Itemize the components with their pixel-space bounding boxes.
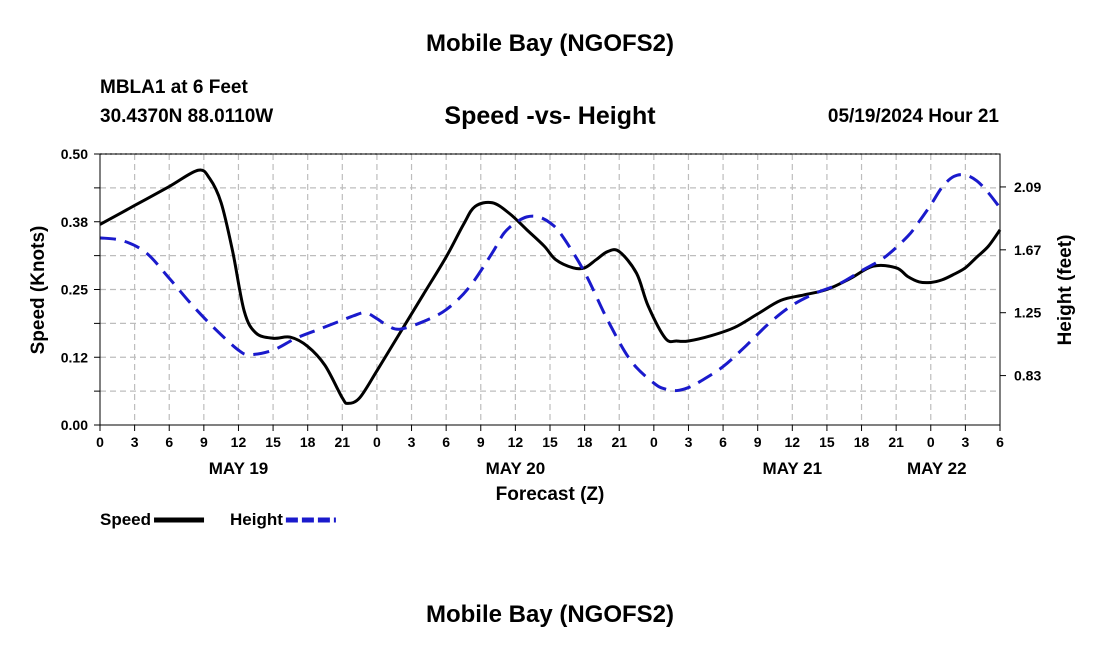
footer-title: Mobile Bay (NGOFS2) bbox=[425, 601, 675, 628]
y-axis-label-left: Speed (Knots) bbox=[28, 226, 49, 355]
y-left-tick-label: 0.25 bbox=[61, 282, 88, 298]
x-tick-label: 6 bbox=[719, 434, 727, 450]
x-tick-label: 18 bbox=[300, 434, 316, 450]
date-label: MAY 19 bbox=[209, 459, 269, 478]
x-tick-label: 15 bbox=[819, 434, 835, 450]
x-tick-label: 18 bbox=[577, 434, 593, 450]
x-tick-label: 0 bbox=[96, 434, 104, 450]
x-axis-label: Forecast (Z) bbox=[496, 484, 605, 505]
date-label: MAY 22 bbox=[907, 459, 967, 478]
legend-label-height: Height bbox=[230, 510, 283, 529]
x-tick-label: 9 bbox=[477, 434, 485, 450]
station-label: MBLA1 at 6 Feet bbox=[100, 77, 248, 98]
x-tick-label: 0 bbox=[650, 434, 658, 450]
x-tick-label: 12 bbox=[785, 434, 801, 450]
date-label: MAY 21 bbox=[763, 459, 823, 478]
x-tick-label: 3 bbox=[961, 434, 969, 450]
x-tick-label: 21 bbox=[611, 434, 627, 450]
y-left-tick-label: 0.38 bbox=[61, 214, 88, 230]
legend: Speed Height bbox=[100, 510, 336, 529]
series-line-speed bbox=[99, 168, 1002, 405]
x-tick-label: 3 bbox=[685, 434, 693, 450]
y-axis-label-right: Height (feet) bbox=[1055, 235, 1076, 346]
chart-subtitle: Speed -vs- Height bbox=[444, 102, 656, 130]
y-right-tick-label: 1.25 bbox=[1014, 305, 1041, 321]
series-line-height bbox=[99, 173, 1002, 393]
y-right-tick-label: 0.83 bbox=[1014, 368, 1041, 384]
date-label: MAY 20 bbox=[486, 459, 546, 478]
grid bbox=[100, 153, 1000, 425]
x-tick-label: 21 bbox=[888, 434, 904, 450]
x-tick-label: 3 bbox=[131, 434, 139, 450]
series-layer bbox=[99, 168, 1002, 405]
x-tick-label: 3 bbox=[408, 434, 416, 450]
chart-title: Mobile Bay (NGOFS2) bbox=[425, 30, 675, 57]
x-tick-label: 6 bbox=[442, 434, 450, 450]
x-tick-label: 6 bbox=[165, 434, 173, 450]
x-tick-label: 15 bbox=[265, 434, 281, 450]
y-right-tick-label: 2.09 bbox=[1014, 179, 1041, 195]
x-tick-label: 6 bbox=[996, 434, 1004, 450]
x-tick-label: 18 bbox=[854, 434, 870, 450]
y-right-tick-label: 1.67 bbox=[1014, 242, 1041, 258]
x-tick-label: 21 bbox=[335, 434, 351, 450]
location-label: 30.4370N 88.0110W bbox=[100, 106, 274, 127]
x-tick-label: 9 bbox=[754, 434, 762, 450]
x-tick-label: 0 bbox=[927, 434, 935, 450]
axes: 0 3 6 9 12 15 18 21 0 3 6 9 12 15 18 21 0 3 6 9 12 15 18 21 0 3 6 0… bbox=[28, 146, 1076, 505]
x-tick-label: 15 bbox=[542, 434, 558, 450]
x-tick-label: 12 bbox=[231, 434, 247, 450]
forecast-timestamp: 05/19/2024 Hour 21 bbox=[827, 106, 999, 127]
x-tick-label: 12 bbox=[508, 434, 524, 450]
y-left-tick-label: 0.50 bbox=[61, 146, 88, 162]
x-tick-label: 9 bbox=[200, 434, 208, 450]
y-left-tick-label: 0.00 bbox=[61, 417, 88, 433]
x-tick-label: 0 bbox=[373, 434, 381, 450]
y-left-tick-label: 0.12 bbox=[61, 349, 88, 365]
legend-label-speed: Speed bbox=[100, 510, 151, 529]
